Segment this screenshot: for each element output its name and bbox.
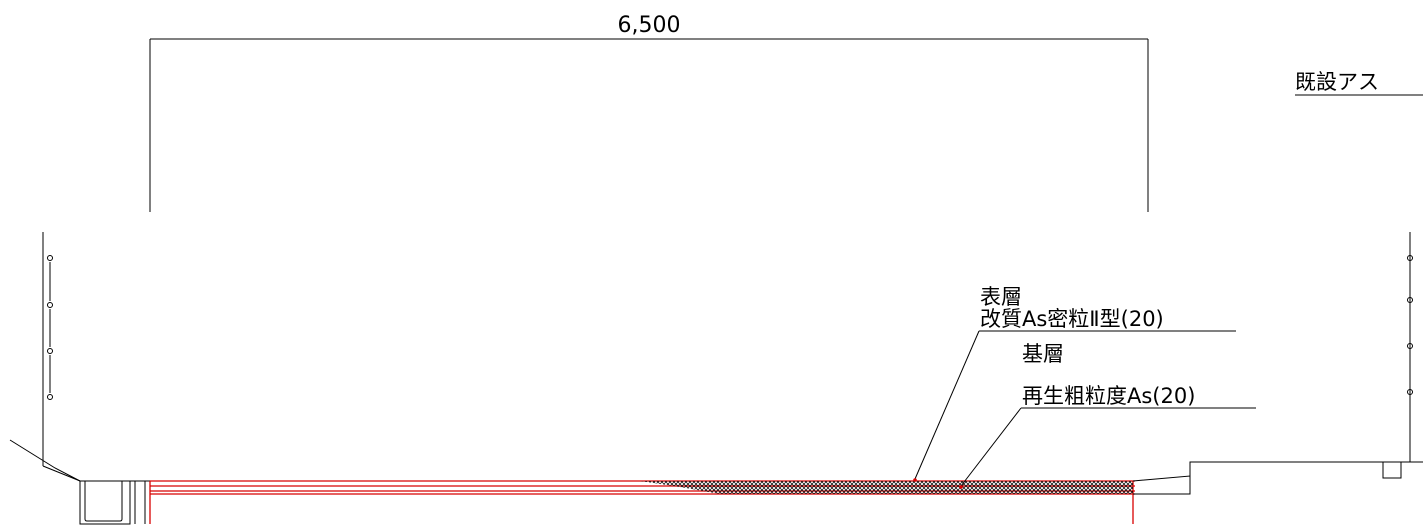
base-layer-spec: 再生粗粒度As(20) — [1022, 384, 1195, 408]
surface-layer-leader-dot — [913, 478, 917, 482]
left-wall — [42, 232, 53, 466]
surface-layer-title: 表層 — [980, 285, 1022, 309]
surface-layer-spec: 改質As密粒Ⅱ型(20) — [980, 307, 1164, 331]
dimension-line — [149, 38, 1149, 212]
dimension-width-label: 6,500 — [618, 13, 681, 38]
right-curb — [1132, 461, 1423, 495]
surface-layer-leader — [914, 330, 980, 480]
left-gutter — [9, 439, 150, 525]
base-layer-leader — [960, 407, 1022, 487]
existing-asphalt-label: 既設アス — [1295, 70, 1379, 94]
hatched-pavement-region — [640, 481, 1133, 494]
base-layer-leader-dot — [959, 485, 963, 489]
right-wall — [1407, 232, 1413, 462]
base-layer-title: 基層 — [1022, 342, 1064, 366]
